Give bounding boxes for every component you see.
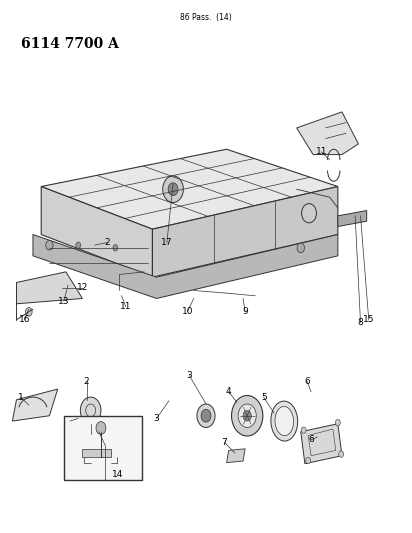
Text: 6: 6 xyxy=(304,377,310,385)
Circle shape xyxy=(335,419,340,426)
Text: 16: 16 xyxy=(19,316,30,324)
Circle shape xyxy=(339,451,344,457)
Circle shape xyxy=(243,410,251,421)
Circle shape xyxy=(201,409,211,422)
Text: 12: 12 xyxy=(77,284,88,292)
Text: 11: 11 xyxy=(316,148,327,156)
Polygon shape xyxy=(338,211,367,227)
Circle shape xyxy=(301,427,306,433)
Circle shape xyxy=(76,242,81,248)
Circle shape xyxy=(297,243,304,253)
Text: 6: 6 xyxy=(308,435,314,444)
Polygon shape xyxy=(33,235,338,298)
Text: 3: 3 xyxy=(187,372,192,380)
Text: 1: 1 xyxy=(18,393,23,401)
Polygon shape xyxy=(152,187,338,277)
Polygon shape xyxy=(41,149,338,229)
FancyBboxPatch shape xyxy=(64,416,142,480)
Ellipse shape xyxy=(275,407,294,435)
Polygon shape xyxy=(301,424,342,464)
Text: 2: 2 xyxy=(104,238,110,247)
Text: 6114 7700 A: 6114 7700 A xyxy=(21,37,119,51)
Text: 17: 17 xyxy=(161,238,173,247)
Text: 8: 8 xyxy=(358,318,363,327)
Circle shape xyxy=(238,404,256,427)
Text: 13: 13 xyxy=(58,297,70,305)
Circle shape xyxy=(197,404,215,427)
Circle shape xyxy=(163,176,183,203)
FancyBboxPatch shape xyxy=(82,449,111,457)
Circle shape xyxy=(302,204,316,223)
Text: 11: 11 xyxy=(120,302,131,311)
Circle shape xyxy=(232,395,263,436)
Circle shape xyxy=(306,457,311,464)
Text: 14: 14 xyxy=(112,470,123,479)
Text: 10: 10 xyxy=(182,308,193,316)
Text: 9: 9 xyxy=(242,308,248,316)
Circle shape xyxy=(113,245,118,251)
Text: 5: 5 xyxy=(261,393,267,401)
Polygon shape xyxy=(16,272,82,304)
Circle shape xyxy=(80,397,101,424)
Text: 7: 7 xyxy=(222,438,227,447)
Circle shape xyxy=(46,240,53,250)
Text: 15: 15 xyxy=(363,316,375,324)
Text: 3: 3 xyxy=(154,414,159,423)
Polygon shape xyxy=(227,449,245,463)
Ellipse shape xyxy=(271,401,298,441)
Polygon shape xyxy=(297,112,358,155)
Polygon shape xyxy=(41,187,152,277)
Circle shape xyxy=(96,422,106,434)
Text: 4: 4 xyxy=(226,387,232,396)
Circle shape xyxy=(26,308,32,316)
Polygon shape xyxy=(12,389,58,421)
Circle shape xyxy=(168,183,178,196)
Text: 2: 2 xyxy=(84,377,89,385)
Text: 86 Pass.  (14): 86 Pass. (14) xyxy=(180,13,232,22)
